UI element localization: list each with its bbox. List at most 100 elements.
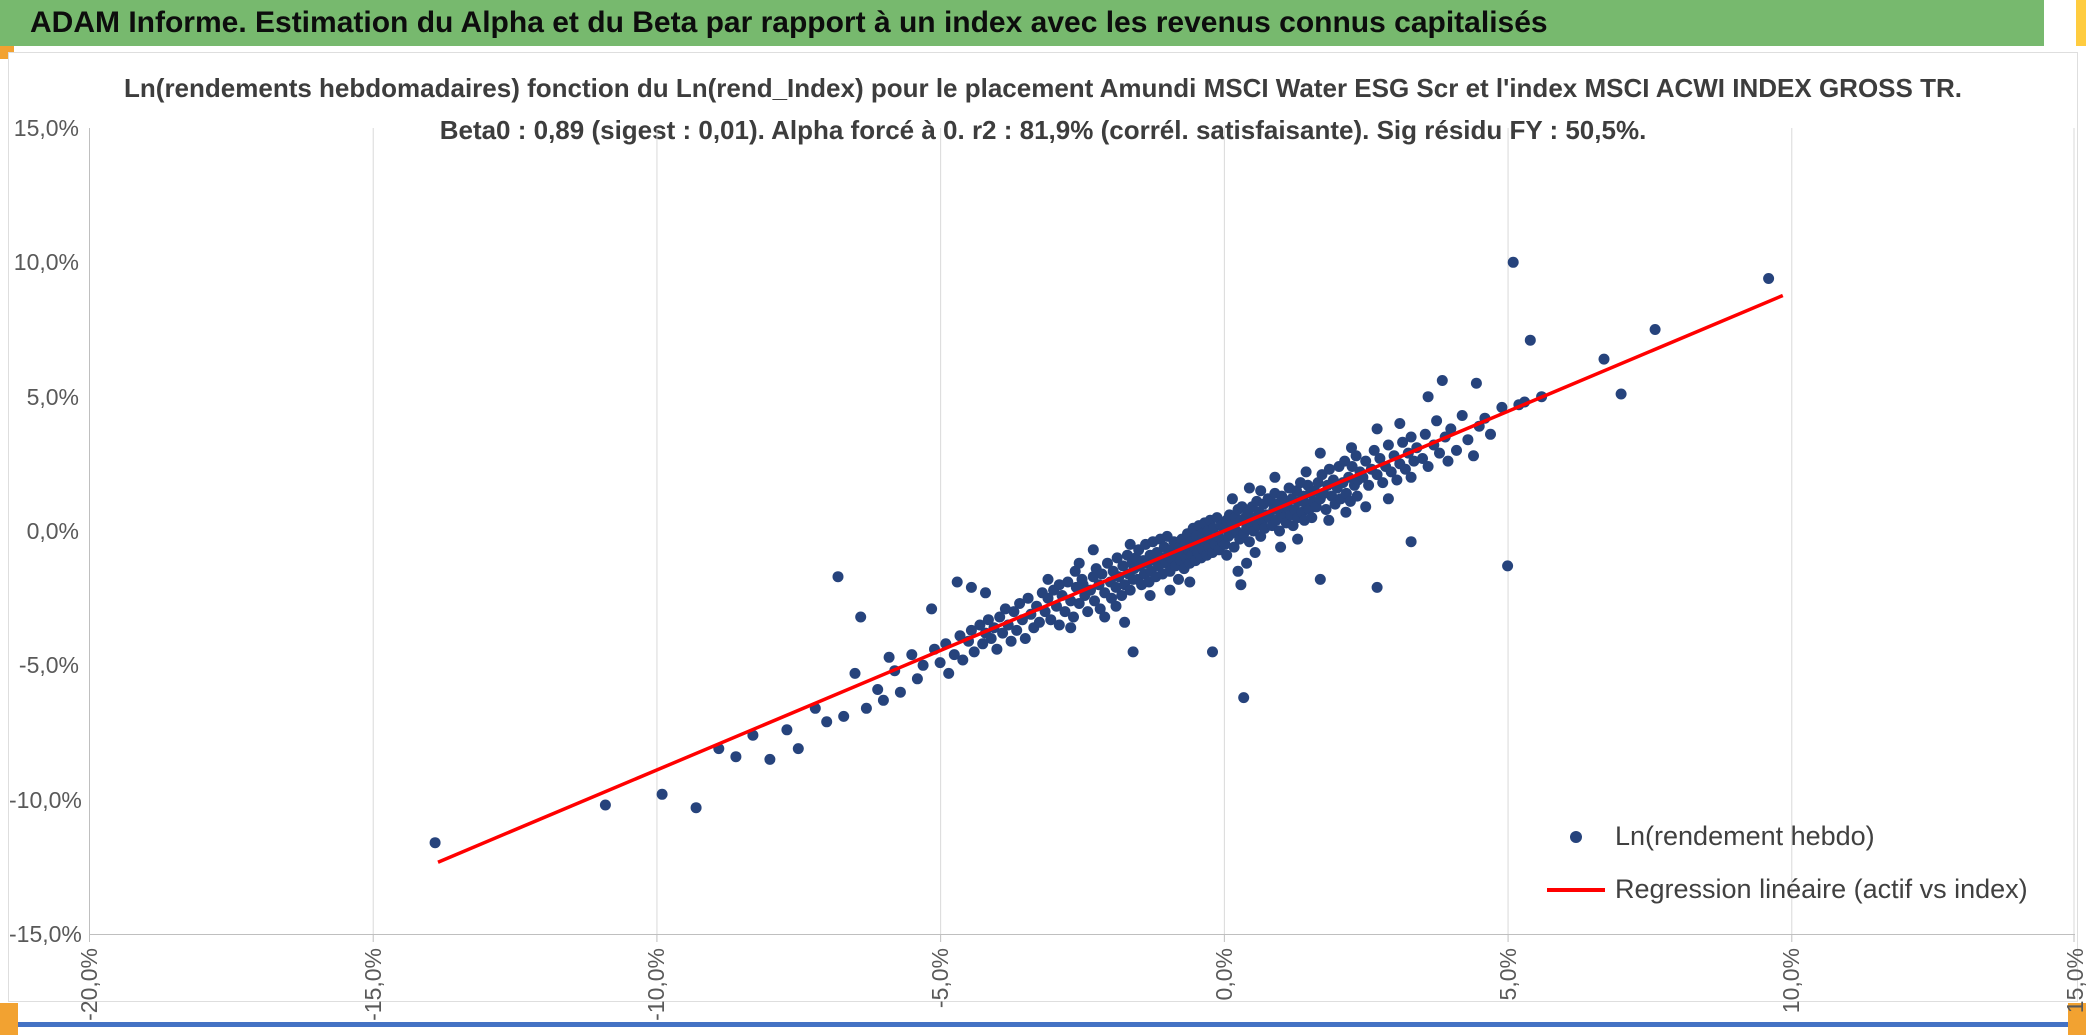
data-point: [1436, 375, 1448, 386]
data-point: [1110, 581, 1122, 593]
data-point: [1405, 471, 1417, 483]
row-border-blue-bottom: [18, 1022, 2068, 1027]
data-point: [1360, 501, 1372, 513]
chart-title-line1: Ln(rendements hebdomadaires) fonction du…: [124, 73, 1962, 103]
data-point: [1033, 616, 1045, 628]
y-axis-label: -5,0%: [18, 652, 79, 679]
data-point: [980, 587, 991, 599]
data-point: [690, 802, 702, 814]
data-point: [948, 649, 960, 661]
data-point: [1598, 353, 1610, 365]
data-point: [1124, 584, 1136, 596]
sheet-header-bar: ADAM Informe. Estimation du Alpha et du …: [0, 0, 2044, 46]
data-point: [1106, 592, 1117, 604]
data-point: [1102, 557, 1113, 569]
data-point: [934, 657, 946, 669]
regression-line-icon: [1547, 887, 1605, 892]
data-point: [877, 694, 889, 706]
data-point: [1221, 549, 1233, 561]
data-point: [1096, 568, 1108, 580]
x-axis-label: -5,0%: [927, 948, 954, 1009]
data-point: [1275, 541, 1287, 553]
legend-item-regression[interactable]: Regression linéaire (actif vs index): [1547, 874, 2028, 905]
data-point: [1314, 573, 1326, 585]
regression-line: [437, 293, 1784, 864]
data-point: [1238, 692, 1250, 704]
data-point: [1110, 600, 1122, 612]
data-point: [1249, 547, 1261, 558]
data-point: [1445, 423, 1457, 435]
chart-legend[interactable]: Ln(rendement hebdo) Regression linéaire …: [1547, 821, 2028, 905]
data-point: [1008, 606, 1020, 618]
data-point: [1117, 560, 1129, 572]
data-point: [1124, 538, 1136, 550]
plot-area: [89, 128, 2075, 942]
sheet-header-title: ADAM Informe. Estimation du Alpha et du …: [30, 6, 1548, 39]
chart-title-line2: Beta0 : 0,89 (sigest : 0,01). Alpha forc…: [439, 115, 1647, 145]
data-point: [1207, 646, 1218, 658]
data-point: [985, 633, 997, 644]
data-point: [1292, 533, 1304, 545]
data-point: [1087, 544, 1099, 556]
legend-label-regression: Regression linéaire (actif vs index): [1615, 874, 2028, 904]
data-point: [1371, 581, 1383, 593]
data-point: [1059, 606, 1071, 618]
data-point: [1022, 592, 1034, 604]
data-point: [1371, 469, 1383, 481]
data-point: [1442, 455, 1454, 467]
data-point: [1089, 595, 1100, 607]
data-point: [1363, 479, 1375, 491]
data-point: [1068, 611, 1079, 623]
y-axis-label: -10,0%: [9, 786, 82, 813]
data-point: [656, 788, 668, 800]
data-point: [1274, 525, 1285, 537]
legend-item-points[interactable]: Ln(rendement hebdo): [1547, 821, 2028, 852]
data-point: [821, 716, 833, 728]
data-point: [1164, 584, 1176, 596]
data-point: [1269, 471, 1281, 483]
x-axis-label: 0,0%: [1210, 948, 1237, 1001]
data-point: [1496, 401, 1508, 413]
data-point: [1377, 477, 1389, 489]
legend-label-points: Ln(rendement hebdo): [1615, 821, 1875, 851]
scatter-plot-svg: [89, 128, 2075, 942]
data-point: [1065, 622, 1077, 634]
data-point: [1111, 552, 1123, 564]
data-point: [1391, 474, 1403, 486]
data-point: [1382, 493, 1394, 505]
data-point: [1235, 579, 1247, 591]
data-point: [1405, 536, 1417, 548]
data-point: [1470, 377, 1482, 389]
data-point: [1053, 619, 1065, 631]
data-point: [792, 743, 804, 755]
legend-marker-cell: [1547, 830, 1605, 843]
data-point: [1405, 431, 1417, 443]
data-point: [599, 799, 611, 811]
data-point: [1417, 453, 1428, 464]
data-point: [1314, 447, 1326, 459]
data-point: [1184, 576, 1196, 588]
data-point: [1073, 557, 1085, 569]
data-point: [968, 646, 980, 658]
y-axis-label: 15,0%: [13, 115, 79, 141]
data-point: [906, 649, 918, 661]
data-point: [1005, 635, 1017, 647]
data-point: [1011, 624, 1023, 636]
data-point: [1485, 428, 1496, 440]
data-point: [1346, 461, 1358, 472]
data-point: [1456, 410, 1468, 421]
chart-area[interactable]: Ln(rendements hebdomadaires) fonction du…: [8, 52, 2086, 1021]
data-point: [1127, 646, 1139, 658]
x-axis-label: 5,0%: [1494, 948, 1521, 1001]
y-axis-label: 10,0%: [13, 249, 79, 276]
data-point: [911, 673, 923, 685]
data-point: [872, 684, 884, 695]
data-point: [1241, 557, 1253, 569]
data-point: [1434, 447, 1445, 459]
data-point: [1073, 598, 1085, 609]
data-point: [1320, 504, 1332, 515]
data-point: [994, 611, 1006, 623]
data-point: [926, 603, 938, 615]
data-point: [1462, 434, 1474, 446]
y-axis-label: 5,0%: [26, 383, 79, 410]
